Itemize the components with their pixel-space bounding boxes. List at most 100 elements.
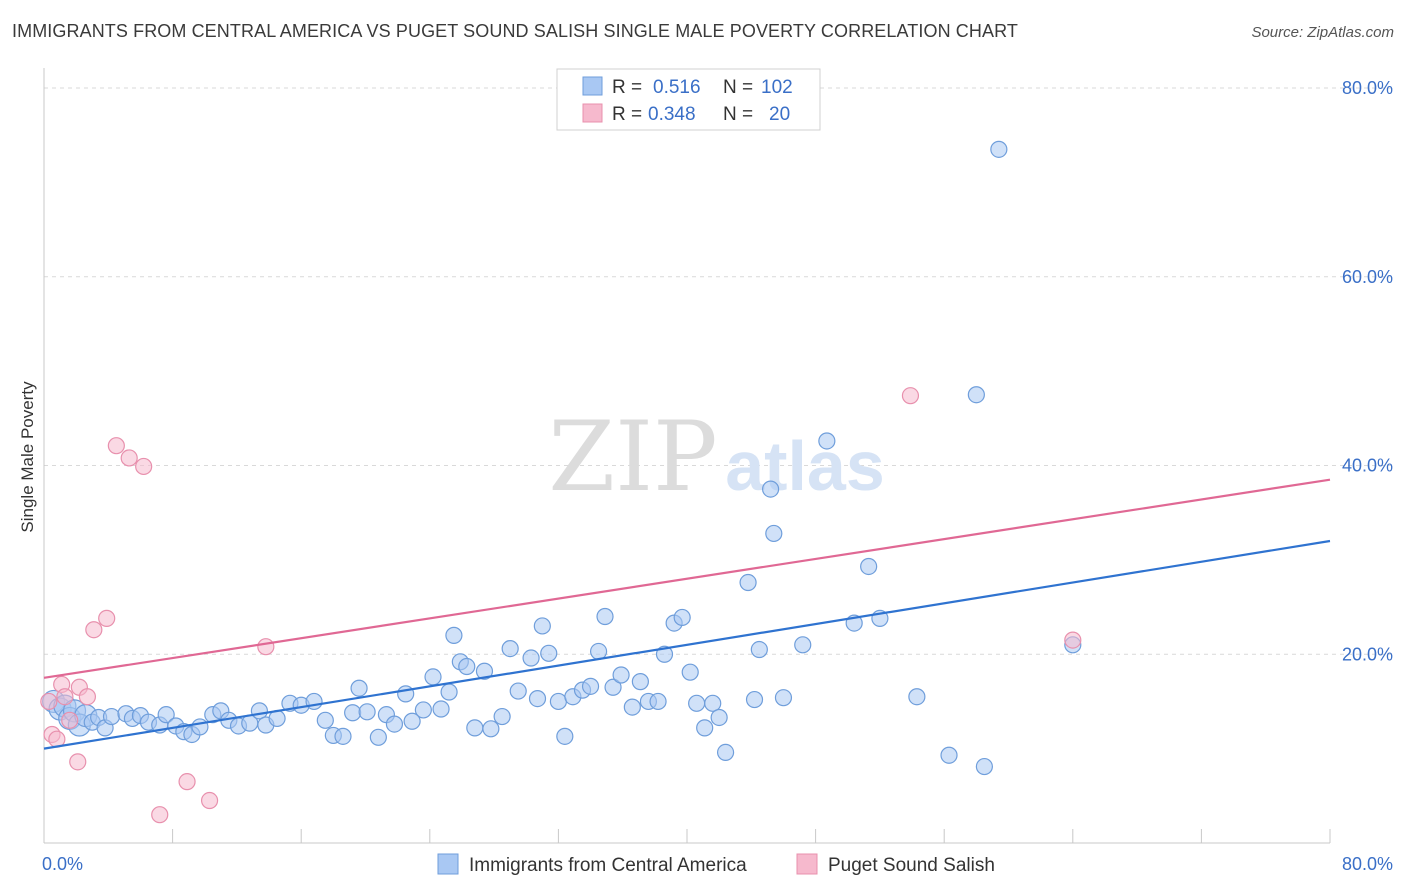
data-point <box>975 757 993 776</box>
data-point <box>581 677 600 695</box>
data-point <box>696 719 714 737</box>
series-legend-label-blue: Immigrants from Central America <box>469 855 747 876</box>
data-point <box>750 640 768 659</box>
data-point <box>549 692 568 711</box>
data-point <box>403 712 421 730</box>
data-point <box>191 718 209 736</box>
y-tick-label: 80.0% <box>1342 78 1393 98</box>
trend-line-pink <box>43 478 1331 679</box>
trend-lines <box>43 478 1331 750</box>
data-point <box>178 773 196 791</box>
data-point <box>369 728 387 746</box>
y-tick-label: 40.0% <box>1342 456 1393 476</box>
data-point <box>761 480 780 498</box>
data-point <box>765 524 783 543</box>
data-point <box>40 692 58 711</box>
data-point <box>358 703 376 721</box>
data-point <box>102 707 121 726</box>
data-point <box>649 692 667 711</box>
legend-r-label-1: R = <box>612 77 642 98</box>
data-point <box>493 707 511 726</box>
data-point <box>990 140 1008 158</box>
data-point <box>631 673 649 691</box>
legend-r-value-2: 0.348 <box>648 104 696 125</box>
legend-n-value-2: 20 <box>769 104 790 125</box>
data-point <box>818 432 836 450</box>
y-tick-label: 20.0% <box>1342 644 1393 664</box>
data-point <box>509 682 527 700</box>
series-legend-swatch-blue <box>437 853 459 875</box>
data-point <box>688 694 706 712</box>
legend-swatch-pink <box>582 103 603 123</box>
data-point <box>466 719 484 737</box>
x-tick-label: 0.0% <box>42 854 83 874</box>
legend-n-label-1: N = <box>723 77 753 98</box>
legend-n-value-1: 102 <box>761 77 793 98</box>
data-point <box>56 688 74 706</box>
data-point <box>522 649 540 667</box>
grid-lines <box>44 87 1392 655</box>
data-point <box>501 639 519 658</box>
series-legend: Immigrants from Central America Puget So… <box>437 853 995 876</box>
x-tick-label: 80.0% <box>1342 854 1393 874</box>
correlation-legend: R = 0.516 N = 102 R = 0.348 N = 20 <box>556 68 821 131</box>
y-tick-label: 60.0% <box>1342 267 1393 287</box>
watermark-zip: ZIP <box>548 401 717 513</box>
data-point <box>589 642 608 661</box>
data-point <box>623 698 641 716</box>
data-point <box>482 720 500 738</box>
data-point <box>612 666 630 684</box>
data-point <box>257 638 275 656</box>
data-point <box>716 743 735 762</box>
data-point <box>458 657 476 676</box>
data-point <box>85 621 103 639</box>
data-point <box>350 679 368 697</box>
data-point <box>528 690 547 708</box>
data-point <box>774 689 793 707</box>
data-point <box>794 636 812 654</box>
watermark-atlas: atlas <box>725 427 885 505</box>
data-point <box>334 727 352 745</box>
data-point <box>967 386 985 404</box>
tick-labels: 20.0% 40.0% 60.0% 80.0% 0.0% 80.0% <box>42 78 1393 874</box>
data-point <box>414 701 432 719</box>
data-point <box>135 457 153 476</box>
data-point <box>1064 631 1082 649</box>
data-point <box>860 557 878 576</box>
data-point <box>475 662 494 680</box>
trend-line-blue <box>43 539 1331 750</box>
data-point <box>445 626 463 644</box>
data-point <box>908 688 926 706</box>
data-point <box>200 791 219 810</box>
data-point <box>98 609 116 627</box>
data-point <box>107 437 125 455</box>
data-point <box>78 688 97 706</box>
data-point <box>556 727 574 745</box>
data-point <box>540 644 558 662</box>
data-point <box>673 608 691 627</box>
legend-r-label-2: R = <box>612 104 642 125</box>
data-point <box>940 746 958 764</box>
data-point <box>704 694 722 712</box>
data-point <box>901 387 920 405</box>
data-point <box>432 700 450 718</box>
data-point <box>316 711 334 729</box>
data-point <box>655 645 674 663</box>
series-legend-label-pink: Puget Sound Salish <box>828 855 995 876</box>
data-point <box>344 704 362 722</box>
data-point <box>440 683 458 701</box>
data-point <box>120 449 138 467</box>
data-point <box>681 663 699 681</box>
legend-n-label-2: N = <box>723 104 753 125</box>
data-point <box>710 708 728 727</box>
series-legend-swatch-pink <box>796 853 818 875</box>
chart-title: IMMIGRANTS FROM CENTRAL AMERICA VS PUGET… <box>12 21 1018 41</box>
data-point <box>596 607 614 626</box>
data-point <box>739 573 757 592</box>
data-point <box>604 678 622 696</box>
data-point <box>533 617 551 635</box>
data-point <box>69 753 87 771</box>
legend-r-value-1: 0.516 <box>653 77 701 98</box>
source-label: Source: ZipAtlas.com <box>1251 24 1394 41</box>
